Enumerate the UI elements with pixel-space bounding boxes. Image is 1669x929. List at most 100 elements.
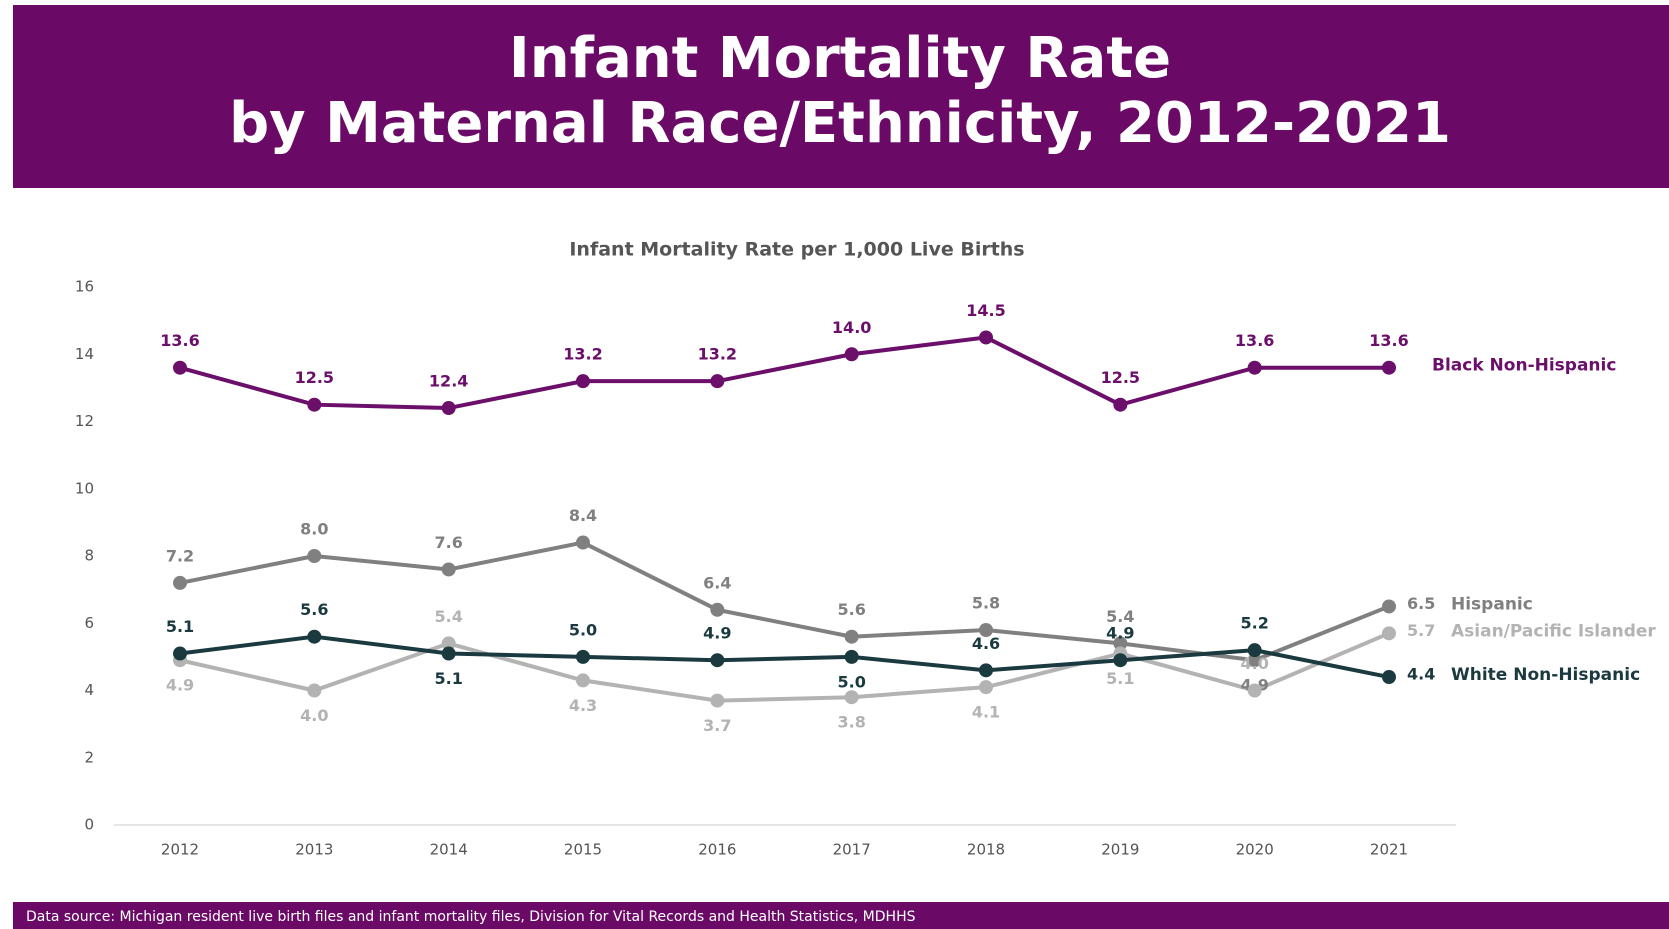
- data-point: [979, 622, 993, 637]
- data-point: [441, 636, 456, 651]
- data-label: 7.2: [166, 546, 194, 565]
- x-tick-label: 2018: [967, 841, 1005, 859]
- x-tick-label: 2020: [1236, 841, 1274, 859]
- data-label: 4.0: [300, 706, 328, 725]
- data-point: [576, 649, 590, 664]
- data-label: 7.6: [434, 533, 462, 552]
- y-tick-label: 6: [84, 614, 94, 632]
- legend-label: White Non-Hispanic: [1451, 665, 1640, 685]
- series-line: [179, 540, 1390, 663]
- x-tick-label: 2015: [564, 841, 602, 859]
- data-label: 12.5: [1101, 368, 1140, 387]
- data-label: 5.6: [837, 600, 865, 619]
- data-point: [576, 535, 590, 550]
- series-line: [179, 335, 1389, 411]
- data-point: [1382, 626, 1396, 641]
- series-line: [179, 634, 1390, 680]
- data-point: [844, 347, 859, 362]
- y-tick-label: 0: [84, 816, 94, 834]
- series-line: [179, 631, 1390, 703]
- data-point: [1382, 670, 1396, 685]
- data-point: [710, 602, 725, 617]
- data-point: [576, 673, 590, 688]
- data-label: 5.1: [434, 669, 462, 688]
- data-point: [1382, 360, 1396, 375]
- data-label: 14.0: [832, 318, 871, 337]
- data-point: [173, 646, 187, 661]
- legend-label: Hispanic: [1451, 594, 1533, 614]
- data-label: 13.6: [1369, 331, 1408, 350]
- data-label: 14.5: [966, 301, 1005, 320]
- data-point: [307, 629, 322, 644]
- data-label: 4.3: [569, 696, 597, 715]
- data-label: 5.0: [837, 672, 865, 691]
- header-bar: [13, 5, 1669, 188]
- chart-subtitle: Infant Mortality Rate per 1,000 Live Bir…: [569, 239, 1024, 261]
- data-point: [710, 653, 725, 668]
- data-point: [307, 683, 322, 698]
- data-point: [1247, 360, 1262, 375]
- data-label: 5.4: [1106, 607, 1134, 626]
- x-tick-label: 2021: [1370, 841, 1408, 859]
- data-point: [1382, 599, 1396, 614]
- data-label: 5.1: [1106, 669, 1134, 688]
- data-point: [441, 562, 456, 577]
- data-point: [979, 680, 993, 695]
- y-tick-label: 8: [84, 547, 94, 565]
- data-label: 4.4: [1407, 665, 1435, 684]
- data-point: [1113, 397, 1128, 412]
- data-point: [844, 629, 859, 644]
- data-label: 4.9: [703, 624, 731, 643]
- y-tick-label: 2: [84, 748, 94, 766]
- chart-title: by Maternal Race/Ethnicity, 2012-2021: [229, 91, 1451, 156]
- data-label: 4.0: [1240, 654, 1268, 673]
- y-tick-label: 16: [75, 278, 94, 296]
- data-point: [173, 575, 187, 590]
- data-label: 5.4: [434, 607, 462, 626]
- data-label: 5.1: [166, 617, 194, 636]
- x-tick-label: 2017: [833, 841, 871, 859]
- data-label: 13.2: [698, 345, 737, 364]
- data-label: 4.1: [972, 703, 1000, 722]
- data-point: [441, 401, 456, 416]
- data-point: [441, 646, 456, 661]
- x-tick-label: 2013: [295, 841, 333, 859]
- data-label: 5.2: [1240, 614, 1268, 633]
- data-label: 13.6: [1235, 331, 1274, 350]
- source-note: Data source: Michigan resident live birt…: [26, 909, 916, 925]
- legend-label: Black Non-Hispanic: [1432, 356, 1616, 376]
- data-label: 8.0: [300, 520, 328, 539]
- chart-title: Infant Mortality Rate: [509, 26, 1171, 91]
- footer-bar: [13, 902, 1669, 929]
- data-label: 5.7: [1407, 621, 1435, 640]
- data-label: 4.9: [1106, 624, 1134, 643]
- data-point: [307, 549, 322, 563]
- data-label: 6.5: [1407, 594, 1435, 613]
- data-point: [844, 649, 859, 664]
- data-point: [1247, 683, 1262, 698]
- data-label: 3.7: [703, 716, 731, 735]
- x-tick-label: 2016: [698, 841, 736, 859]
- data-label: 5.8: [972, 593, 1000, 612]
- x-tick-label: 2012: [161, 841, 199, 859]
- data-point: [710, 374, 725, 389]
- data-label: 5.6: [300, 600, 328, 619]
- data-label: 5.0: [569, 620, 597, 639]
- data-point: [979, 330, 993, 345]
- y-tick-label: 12: [75, 412, 94, 430]
- data-label: 13.2: [563, 345, 602, 364]
- y-tick-label: 10: [75, 479, 94, 497]
- x-tick-label: 2019: [1101, 841, 1139, 859]
- data-point: [576, 374, 590, 389]
- legend-label: Asian/Pacific Islander: [1451, 621, 1656, 641]
- data-label: 4.9: [166, 676, 194, 695]
- data-label: 6.4: [703, 573, 731, 592]
- data-point: [1113, 653, 1128, 668]
- data-point: [307, 397, 322, 412]
- data-point: [1247, 643, 1262, 658]
- data-point: [1247, 653, 1262, 668]
- x-tick-label: 2014: [430, 841, 468, 859]
- data-label: 3.8: [837, 713, 865, 732]
- data-point: [173, 360, 187, 375]
